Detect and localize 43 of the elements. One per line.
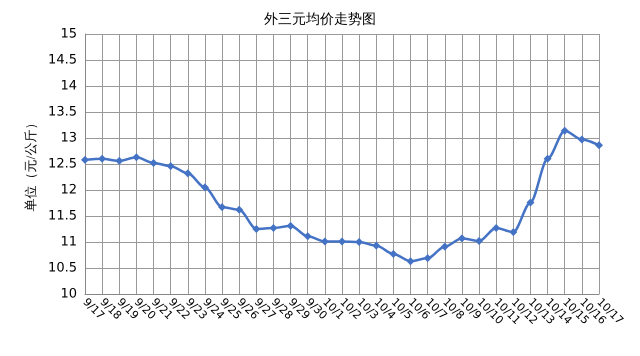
y-tick-label: 11.5 — [48, 208, 77, 224]
y-tick-label: 11 — [60, 234, 77, 250]
y-tick-label: 12 — [60, 182, 77, 198]
point — [98, 154, 106, 163]
point — [509, 228, 518, 236]
point — [304, 232, 312, 240]
point — [132, 153, 140, 162]
point — [184, 169, 192, 178]
point — [475, 236, 484, 245]
point — [578, 136, 586, 144]
point — [440, 242, 449, 251]
point — [218, 203, 226, 212]
point — [200, 183, 209, 192]
point — [389, 250, 398, 258]
y-tick-label: 13 — [60, 130, 77, 146]
point — [81, 156, 89, 164]
y-tick-label: 10 — [60, 286, 77, 302]
point — [560, 126, 569, 135]
point — [320, 237, 329, 246]
point — [406, 257, 415, 266]
y-tick-label: 14.5 — [48, 52, 77, 68]
point — [166, 162, 175, 170]
point — [492, 224, 500, 232]
y-tick-label: 15 — [60, 26, 77, 42]
y-axis-title: 单位（元/公斤） — [23, 116, 38, 212]
y-tick-label: 13.5 — [48, 104, 77, 120]
point — [115, 156, 124, 165]
point — [252, 225, 260, 233]
y-tick-label: 12.5 — [48, 156, 77, 172]
point — [458, 234, 466, 242]
point — [150, 158, 158, 167]
point — [338, 237, 346, 246]
point — [544, 154, 552, 163]
point — [372, 242, 380, 250]
point — [286, 222, 295, 230]
y-tick-label: 10.5 — [48, 260, 77, 276]
point — [355, 238, 364, 246]
point — [235, 206, 244, 214]
point — [424, 254, 432, 262]
point — [595, 141, 603, 150]
y-tick-label: 14 — [60, 78, 77, 94]
point — [526, 198, 534, 206]
chart-title: 外三元均价走势图 — [264, 12, 376, 28]
